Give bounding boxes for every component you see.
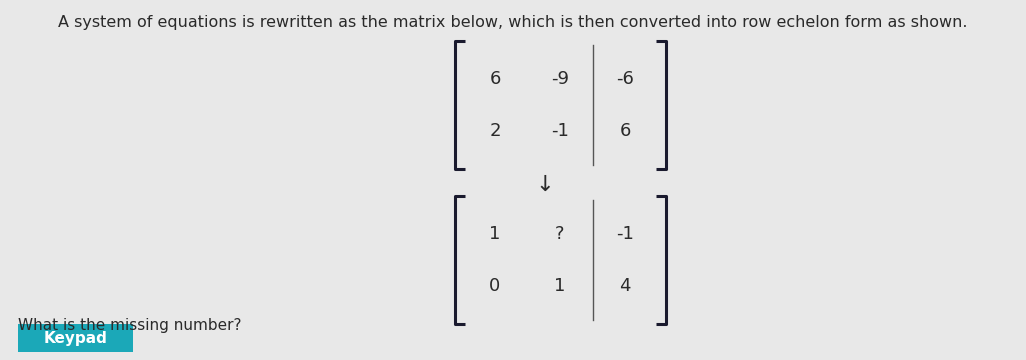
Text: What is the missing number?: What is the missing number? bbox=[18, 318, 241, 333]
Text: 1: 1 bbox=[554, 277, 565, 295]
FancyBboxPatch shape bbox=[18, 324, 133, 352]
Text: 2: 2 bbox=[489, 122, 501, 140]
Text: -6: -6 bbox=[616, 70, 634, 88]
Text: ?: ? bbox=[555, 225, 564, 243]
Text: 6: 6 bbox=[489, 70, 501, 88]
Text: 1: 1 bbox=[489, 225, 501, 243]
Text: 6: 6 bbox=[620, 122, 631, 140]
Text: Keypad: Keypad bbox=[43, 330, 108, 346]
Text: ↓: ↓ bbox=[536, 175, 554, 195]
Text: -1: -1 bbox=[616, 225, 634, 243]
Text: -1: -1 bbox=[551, 122, 569, 140]
Text: -9: -9 bbox=[551, 70, 569, 88]
Text: 4: 4 bbox=[620, 277, 631, 295]
Text: 0: 0 bbox=[489, 277, 501, 295]
Text: A system of equations is rewritten as the matrix below, which is then converted : A system of equations is rewritten as th… bbox=[58, 15, 968, 30]
